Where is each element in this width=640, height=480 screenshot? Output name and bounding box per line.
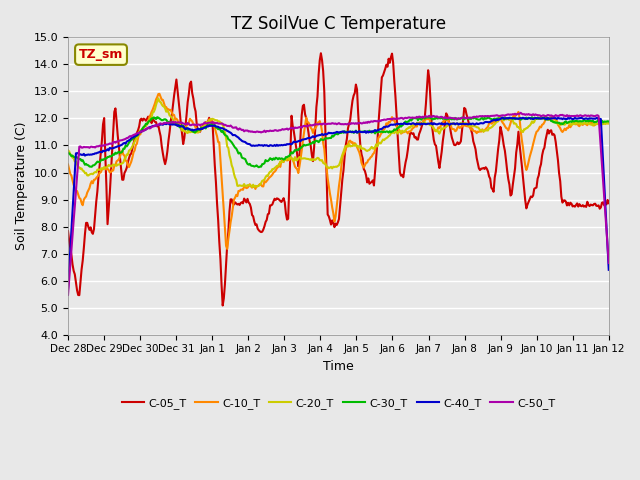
- C-30_T: [255, 164, 262, 170]
- C-05_T: [64, 228, 72, 234]
- C-20_T: [557, 122, 565, 128]
- C-30_T: [557, 120, 565, 126]
- C-10_T: [557, 128, 565, 133]
- Title: TZ SoilVue C Temperature: TZ SoilVue C Temperature: [231, 15, 446, 33]
- C-20_T: [250, 184, 258, 190]
- C-10_T: [369, 151, 377, 157]
- C-20_T: [64, 147, 72, 153]
- C-10_T: [235, 188, 243, 194]
- C-05_T: [605, 200, 612, 206]
- C-40_T: [556, 116, 564, 121]
- C-40_T: [499, 115, 506, 120]
- C-40_T: [367, 129, 374, 135]
- C-30_T: [394, 125, 401, 131]
- C-20_T: [464, 122, 472, 128]
- C-05_T: [317, 50, 324, 56]
- Line: C-10_T: C-10_T: [68, 94, 609, 249]
- Line: C-20_T: C-20_T: [68, 98, 609, 187]
- Line: C-05_T: C-05_T: [68, 53, 609, 305]
- C-20_T: [369, 145, 377, 151]
- C-50_T: [461, 115, 469, 121]
- Line: C-50_T: C-50_T: [68, 113, 609, 295]
- C-20_T: [154, 96, 162, 101]
- C-10_T: [156, 91, 163, 96]
- C-10_T: [395, 126, 403, 132]
- C-10_T: [64, 162, 72, 168]
- Y-axis label: Soil Temperature (C): Soil Temperature (C): [15, 122, 28, 250]
- C-50_T: [64, 292, 72, 298]
- C-30_T: [432, 114, 440, 120]
- C-05_T: [293, 152, 301, 157]
- C-10_T: [294, 170, 302, 176]
- C-50_T: [556, 112, 564, 118]
- C-40_T: [232, 133, 240, 139]
- Line: C-30_T: C-30_T: [68, 117, 609, 167]
- C-10_T: [464, 123, 472, 129]
- X-axis label: Time: Time: [323, 360, 354, 373]
- C-30_T: [232, 145, 240, 151]
- C-50_T: [292, 125, 300, 131]
- C-50_T: [232, 124, 240, 130]
- C-40_T: [461, 121, 469, 127]
- C-40_T: [64, 286, 72, 291]
- C-40_T: [292, 139, 300, 145]
- C-40_T: [393, 121, 401, 127]
- C-05_T: [234, 202, 241, 207]
- C-05_T: [557, 194, 565, 200]
- C-50_T: [367, 119, 374, 124]
- C-20_T: [395, 129, 403, 134]
- C-50_T: [605, 260, 612, 266]
- C-05_T: [369, 178, 377, 183]
- Line: C-40_T: C-40_T: [68, 118, 609, 288]
- C-20_T: [234, 183, 241, 189]
- C-30_T: [64, 150, 72, 156]
- Legend: C-05_T, C-10_T, C-20_T, C-30_T, C-40_T, C-50_T: C-05_T, C-10_T, C-20_T, C-30_T, C-40_T, …: [117, 394, 559, 414]
- C-30_T: [368, 130, 376, 135]
- C-05_T: [395, 152, 403, 157]
- C-30_T: [293, 147, 301, 153]
- C-30_T: [464, 115, 472, 121]
- C-30_T: [605, 119, 612, 124]
- Text: TZ_sm: TZ_sm: [79, 48, 124, 61]
- C-20_T: [294, 156, 302, 161]
- C-05_T: [464, 115, 472, 121]
- C-05_T: [219, 302, 227, 308]
- C-40_T: [605, 267, 612, 273]
- C-50_T: [393, 116, 401, 121]
- C-20_T: [605, 120, 612, 126]
- C-10_T: [223, 246, 231, 252]
- C-10_T: [605, 120, 612, 126]
- C-50_T: [517, 110, 525, 116]
